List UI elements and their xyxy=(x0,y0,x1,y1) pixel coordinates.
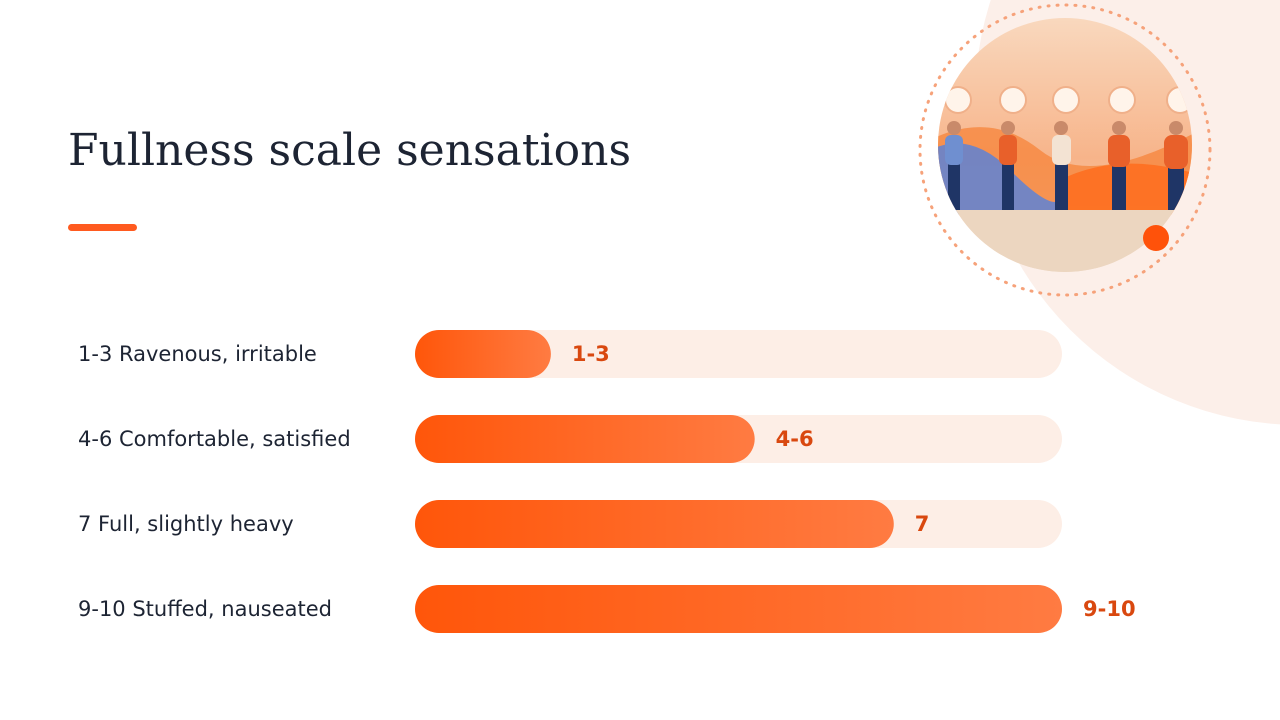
category-label: 9-10 Stuffed, nauseated xyxy=(78,597,332,621)
bar-track xyxy=(415,330,1062,378)
bar xyxy=(415,500,894,548)
value-label: 9-10 xyxy=(1083,597,1136,621)
bar-chart: 1-3 Ravenous, irritable 1-3 4-6 Comfortabl… xyxy=(78,330,1136,633)
bar xyxy=(415,415,755,463)
bar xyxy=(415,585,1062,633)
illustration xyxy=(918,0,1280,425)
chart-title: Fullness scale sensations xyxy=(68,125,631,176)
bar xyxy=(415,330,551,378)
category-label: 7 Full, slightly heavy xyxy=(78,512,294,536)
category-label: 4-6 Comfortable, satisfied xyxy=(78,427,351,451)
category-label: 1-3 Ravenous, irritable xyxy=(78,342,317,366)
value-label: 1-3 xyxy=(572,342,610,366)
value-label: 7 xyxy=(915,512,930,536)
title-accent xyxy=(68,224,137,231)
value-label: 4-6 xyxy=(776,427,814,451)
